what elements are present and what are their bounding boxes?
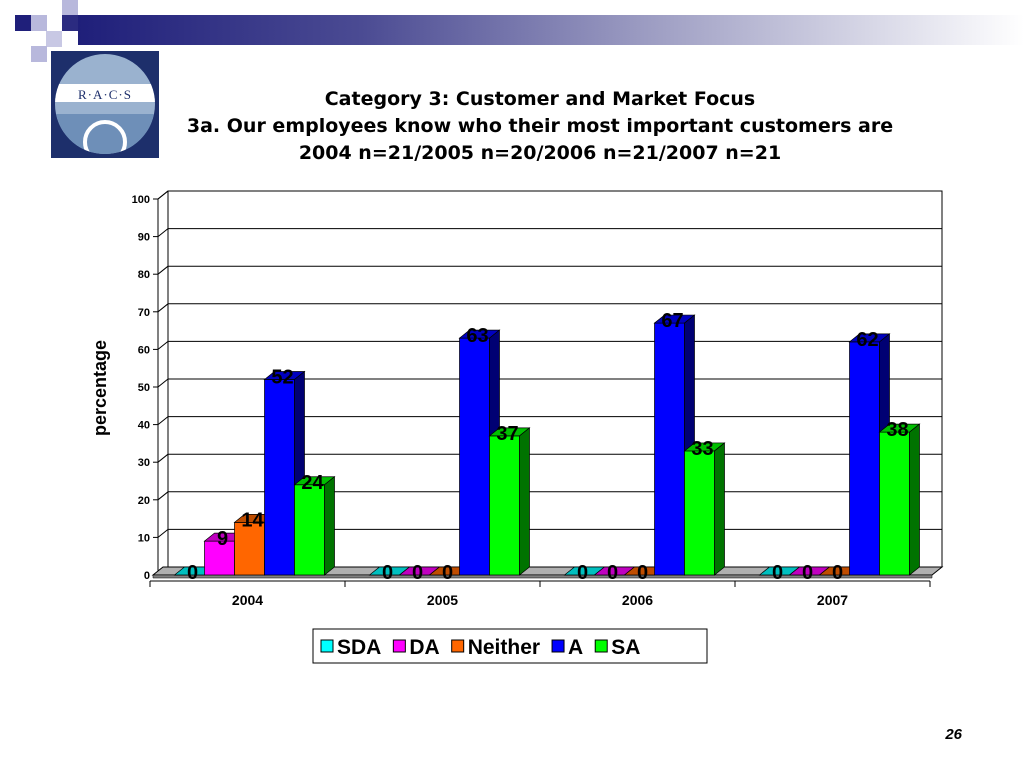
gridline-side [157,529,169,538]
data-label: 0 [442,562,453,584]
y-tick-label: 80 [138,269,150,281]
bar-sa-2006 [684,450,715,576]
header-square-navy [15,15,31,31]
y-tick-label: 100 [132,194,150,206]
x-tick-label: 2007 [817,592,848,608]
bar-sa-2007 [879,431,910,576]
header-square-navy-2 [62,15,78,31]
bar-sa-2005 [489,435,520,576]
bar-a-2007 [849,341,880,576]
title-line-2: 3a. Our employees know who their most im… [186,115,894,137]
data-label: 67 [661,310,683,332]
y-tick-label: 30 [138,457,150,469]
chart-frame [87,184,956,626]
logo-emblem: R·A·C·S [55,54,155,154]
legend-label-sa: SA [611,636,640,659]
gridline-side [157,416,169,425]
legend-box [312,628,708,664]
data-label: 37 [496,423,518,445]
data-label: 0 [832,562,843,584]
gridline-side [157,378,169,388]
header-square-lavender-3 [46,31,62,47]
header-square-lavender-4 [31,46,47,62]
bar-side-sa-2004 [324,476,335,576]
y-axis-top-edge [157,190,169,200]
data-label: 0 [802,562,813,584]
legend-swatch-a [551,639,565,653]
data-label: 24 [301,472,324,494]
bar-side-sa-2007 [909,423,920,576]
slide-title: Category 3: Customer and Market Focus 3a… [160,86,920,167]
header-square-lavender-2 [62,0,78,15]
chart-floor-edge [152,574,933,579]
bar-da-2004 [204,540,235,576]
data-label: 0 [382,562,393,584]
data-label: 0 [187,562,198,584]
y-tick-label: 40 [138,420,150,432]
header-square-lavender-1 [31,15,47,31]
racs-logo: R·A·C·S [51,51,159,158]
x-tick-label: 2005 [427,592,458,608]
data-label: 63 [466,325,488,347]
data-label: 38 [886,419,908,441]
y-tick-label: 50 [138,382,150,394]
data-label: 33 [691,438,713,460]
bar-sa-2004 [294,484,325,576]
data-label: 9 [217,528,228,550]
title-line-3: 2004 n=21/2005 n=20/2006 n=21/2007 n=21 [298,142,782,164]
y-tick-label: 60 [138,344,150,356]
bar-a-2005 [459,337,490,576]
title-line-1: Category 3: Customer and Market Focus [324,88,756,110]
data-label: 62 [856,329,878,351]
legend-swatch-sda [320,639,334,653]
bar-side-sa-2006 [714,442,725,576]
bar-a-2004 [264,379,295,576]
data-label: 52 [271,366,293,388]
legend-label-neither: Neither [468,636,540,659]
gridline-side [157,303,169,313]
data-label: 0 [412,562,423,584]
legend-swatch-sa [594,639,608,653]
data-label: 14 [241,509,264,531]
y-tick-label: 0 [144,570,150,582]
x-tick-label: 2004 [232,592,263,608]
data-label: 0 [637,562,648,584]
legend-swatch-da [392,639,406,653]
data-label: 0 [772,562,783,584]
data-label: 0 [607,562,618,584]
gridline-side [157,265,169,275]
y-tick-label: 10 [138,532,150,544]
legend-label-a: A [568,636,583,659]
gridline-side [157,341,169,350]
data-label: 0 [577,562,588,584]
y-axis-label: percentage [90,340,110,436]
page-number: 26 [945,726,962,743]
y-tick-label: 20 [138,495,150,507]
header-gradient-band [78,15,1024,45]
x-tick-label: 2006 [622,592,653,608]
logo-text: R·A·C·S [78,87,132,102]
legend-label-sda: SDA [337,636,381,659]
gridline-side [157,228,169,237]
gridline-side [157,453,169,463]
gridline-side [157,491,169,501]
legend-swatch-neither [451,639,465,653]
legend-label-da: DA [409,636,439,659]
bar-side-sa-2005 [519,427,530,576]
y-tick-label: 90 [138,232,150,244]
bar-a-2006 [654,322,685,576]
y-tick-label: 70 [138,307,150,319]
